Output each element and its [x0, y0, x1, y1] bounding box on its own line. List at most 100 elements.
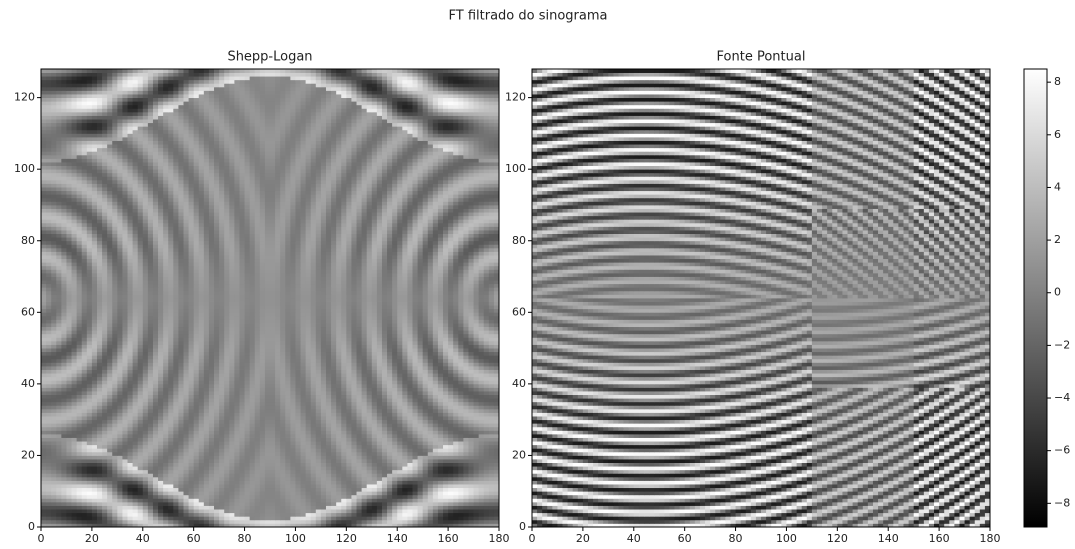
heatmap-cell — [148, 477, 153, 481]
heatmap-cell — [143, 455, 148, 459]
heatmap-cell — [290, 402, 295, 406]
heatmap-cell — [173, 352, 178, 356]
heatmap-cell — [138, 463, 143, 467]
heatmap-cell — [311, 459, 316, 463]
heatmap-cell — [463, 373, 468, 377]
heatmap-cell — [178, 520, 183, 524]
heatmap-cell — [229, 520, 234, 524]
heatmap-cell — [204, 502, 209, 506]
heatmap-cell — [229, 416, 234, 420]
heatmap-cell — [387, 455, 392, 459]
heatmap-cell — [362, 491, 367, 495]
heatmap-cell — [484, 445, 489, 449]
heatmap-cell — [199, 362, 204, 366]
heatmap-cell — [87, 434, 92, 438]
heatmap-cell — [433, 416, 438, 420]
heatmap-cell — [87, 459, 92, 463]
heatmap-cell — [77, 430, 82, 434]
heatmap-cell — [346, 366, 351, 370]
heatmap-cell — [295, 477, 300, 481]
heatmap-cell — [463, 491, 468, 495]
heatmap-cell — [362, 420, 367, 424]
heatmap-cell — [270, 380, 275, 384]
heatmap-cell — [392, 355, 397, 359]
heatmap-cell — [392, 477, 397, 481]
heatmap-cell — [316, 405, 321, 409]
heatmap-cell — [438, 330, 443, 334]
heatmap-cell — [97, 448, 102, 452]
heatmap-cell — [316, 480, 321, 484]
heatmap-cell — [204, 463, 209, 467]
heatmap-cell — [224, 384, 229, 388]
heatmap-cell — [397, 491, 402, 495]
heatmap-cell — [250, 341, 255, 345]
heatmap-cell — [372, 509, 377, 513]
heatmap-cell — [412, 391, 417, 395]
heatmap-cell — [301, 409, 306, 413]
heatmap-cell — [234, 413, 239, 417]
heatmap-cell — [122, 420, 127, 424]
heatmap-cell — [453, 370, 458, 374]
heatmap-cell — [148, 438, 153, 442]
heatmap-cell — [351, 413, 356, 417]
heatmap-cell — [443, 345, 448, 349]
heatmap-cell — [346, 395, 351, 399]
heatmap-cell — [92, 402, 97, 406]
heatmap-cell — [418, 509, 423, 513]
heatmap-cell — [219, 362, 224, 366]
heatmap-cell — [234, 409, 239, 413]
heatmap-cell — [245, 387, 250, 391]
heatmap-cell — [362, 330, 367, 334]
heatmap-cell — [153, 395, 158, 399]
heatmap-cell — [443, 459, 448, 463]
heatmap-cell — [173, 327, 178, 331]
heatmap-cell — [357, 470, 362, 474]
heatmap-cell — [290, 413, 295, 417]
heatmap-cell — [107, 359, 112, 363]
heatmap-cell — [428, 380, 433, 384]
heatmap-cell — [392, 520, 397, 524]
heatmap-cell — [117, 516, 122, 520]
heatmap-cell — [290, 427, 295, 431]
heatmap-cell — [209, 391, 214, 395]
heatmap-cell — [357, 466, 362, 470]
heatmap-cell — [250, 366, 255, 370]
heatmap-cell — [265, 402, 270, 406]
heatmap-cell — [418, 466, 423, 470]
heatmap-cell — [397, 473, 402, 477]
heatmap-cell — [336, 413, 341, 417]
heatmap-cell — [189, 334, 194, 338]
heatmap-cell — [56, 459, 61, 463]
heatmap-cell — [51, 345, 56, 349]
heatmap-cell — [331, 337, 336, 341]
heatmap-cell — [336, 373, 341, 377]
heatmap-cell — [458, 330, 463, 334]
heatmap-cell — [260, 427, 265, 431]
heatmap-cell — [41, 402, 46, 406]
heatmap-cell — [46, 345, 51, 349]
heatmap-cell — [260, 384, 265, 388]
heatmap-cell — [438, 430, 443, 434]
heatmap-cell — [301, 520, 306, 524]
heatmap-cell — [204, 337, 209, 341]
heatmap-cell — [250, 495, 255, 499]
heatmap-cell — [418, 455, 423, 459]
heatmap-cell — [128, 484, 133, 488]
heatmap-cell — [158, 473, 163, 477]
heatmap-cell — [453, 445, 458, 449]
heatmap-cell — [285, 391, 290, 395]
heatmap-cell — [51, 337, 56, 341]
heatmap-cell — [346, 423, 351, 427]
heatmap-cell — [148, 420, 153, 424]
heatmap-cell — [97, 337, 102, 341]
heatmap-cell — [382, 516, 387, 520]
heatmap-cell — [158, 495, 163, 499]
heatmap-cell — [326, 362, 331, 366]
heatmap-cell — [377, 405, 382, 409]
heatmap-cell — [219, 341, 224, 345]
heatmap-cell — [295, 380, 300, 384]
heatmap-cell — [474, 341, 479, 345]
heatmap-cell — [229, 445, 234, 449]
heatmap-cell — [367, 466, 372, 470]
heatmap-cell — [285, 438, 290, 442]
